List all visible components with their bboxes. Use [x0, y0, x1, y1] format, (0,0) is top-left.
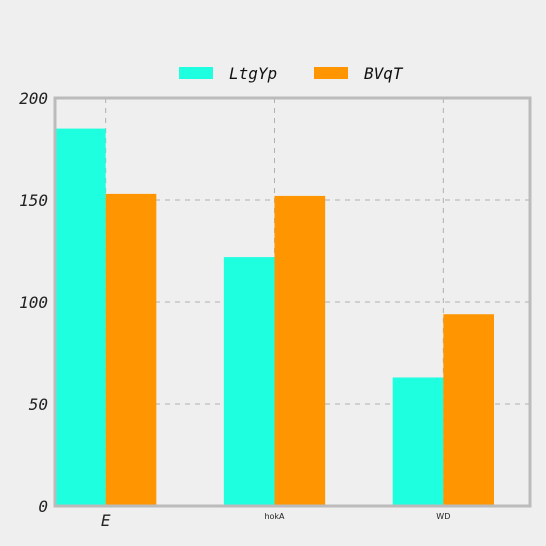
- x-tick-label: hokA: [264, 512, 285, 521]
- bar-LtgYp-E: [55, 128, 106, 506]
- bar-LtgYp-WD: [392, 377, 444, 506]
- y-axis: 0 50 100 150 200: [19, 89, 48, 516]
- bars: [55, 128, 494, 507]
- legend-swatch-LtgYp: [179, 67, 213, 79]
- bar-BVqT-E: [105, 193, 157, 506]
- bar-LtgYp-hokA: [223, 257, 275, 506]
- y-tick-label: 100: [19, 293, 48, 312]
- bar-BVqT-WD: [443, 314, 494, 506]
- x-tick-label: E: [101, 511, 111, 530]
- y-tick-label: 200: [19, 89, 48, 108]
- bar-BVqT-hokA: [274, 195, 326, 507]
- x-tick-label: WD: [436, 512, 450, 521]
- y-tick-label: 150: [19, 191, 48, 210]
- legend-swatch-BVqT: [314, 67, 348, 79]
- y-tick-label: 0: [38, 497, 48, 516]
- legend: LtgYp BVqT: [179, 64, 404, 83]
- legend-label-LtgYp: LtgYp: [229, 64, 277, 83]
- plot-frame: [53, 96, 532, 508]
- legend-label-BVqT: BVqT: [364, 64, 404, 83]
- y-tick-label: 50: [29, 395, 48, 414]
